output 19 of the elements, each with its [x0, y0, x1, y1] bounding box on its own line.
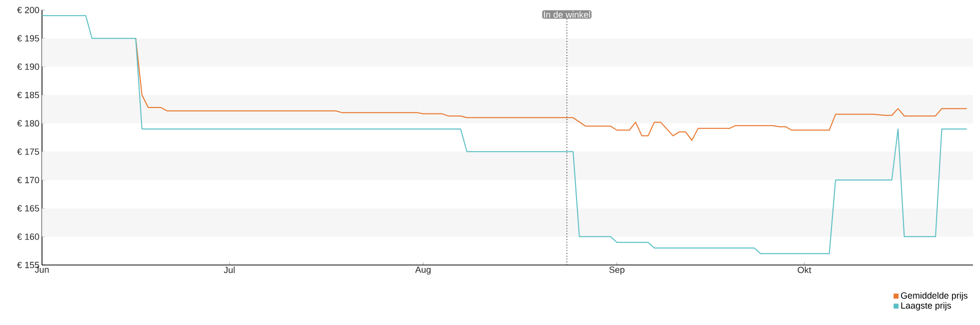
y-tick-label: € 180: [17, 120, 40, 127]
legend-label: Laagste prijs: [901, 302, 952, 310]
x-tick-label: Aug: [415, 266, 431, 275]
y-tick-label: € 155: [17, 262, 40, 268]
legend-label: Gemiddelde prijs: [901, 292, 968, 300]
ref-line-label: In de winkel: [544, 11, 590, 18]
y-tick-label: € 190: [17, 63, 40, 70]
y-tick-label: € 165: [17, 205, 40, 212]
y-tick-label: € 185: [17, 92, 40, 98]
x-tick-label: Jul: [224, 266, 235, 274]
x-tick-label: Sep: [609, 266, 624, 275]
line-series: [135, 38, 968, 141]
y-tick-label: € 200: [17, 6, 40, 14]
y-tick-label: € 170: [17, 176, 40, 184]
y-tick-label: € 160: [17, 233, 40, 240]
y-tick-label: € 175: [17, 148, 40, 155]
x-tick-label: Okt: [798, 266, 812, 274]
y-tick-label: € 195: [17, 35, 40, 42]
x-tick-label: Jun: [34, 266, 49, 273]
